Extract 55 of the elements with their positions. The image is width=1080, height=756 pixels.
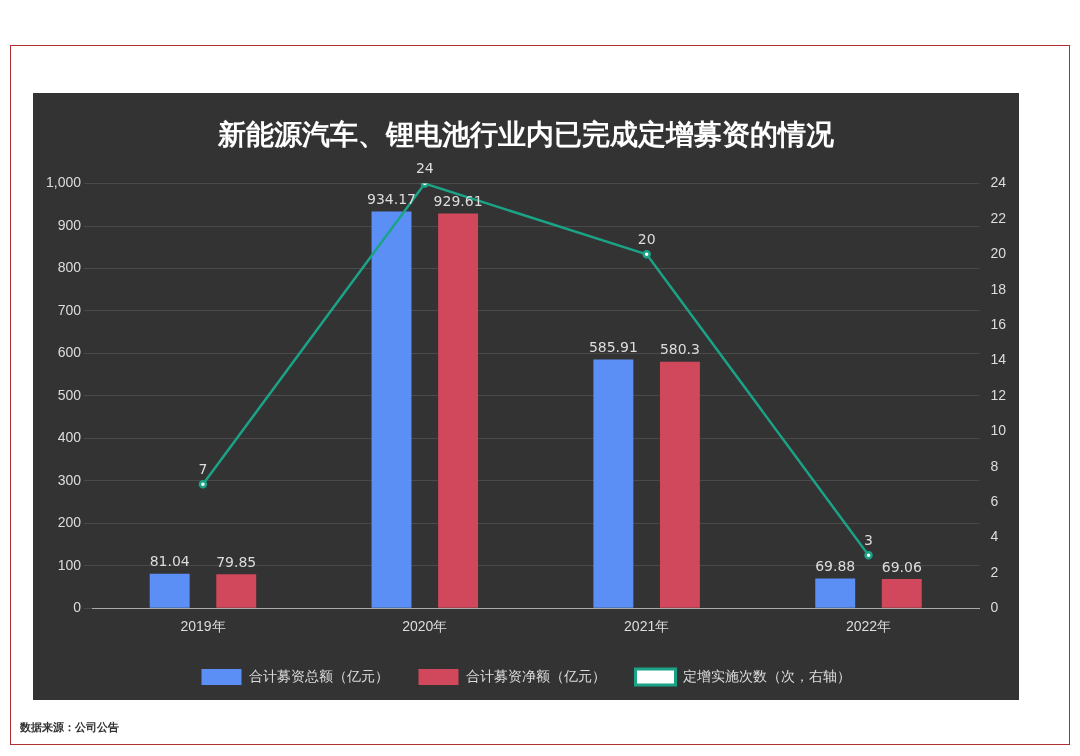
data-label: 79.85 xyxy=(216,553,257,570)
data-label: 7 xyxy=(198,461,208,477)
y2-tick-label: 6 xyxy=(990,492,999,509)
y2-tick-label: 12 xyxy=(990,386,1007,403)
point xyxy=(864,550,873,560)
bar xyxy=(216,574,257,608)
data-label: 81.04 xyxy=(149,553,190,570)
x-tick-label: 2020年 xyxy=(402,618,448,635)
y-tick-label: 700 xyxy=(57,301,82,318)
legend-label: 合计募资净额（亿元） xyxy=(465,667,606,684)
y-tick-label: 800 xyxy=(57,259,82,276)
data-label: 69.88 xyxy=(815,558,856,575)
bar xyxy=(659,361,700,608)
y2-tick-label: 16 xyxy=(990,315,1007,332)
point xyxy=(642,250,651,259)
data-label: 24 xyxy=(415,160,434,177)
y-tick-label: 300 xyxy=(57,471,82,488)
x-tick-label: 2022年 xyxy=(845,618,892,635)
y-tick-label: 900 xyxy=(57,216,82,233)
data-label: 580.3 xyxy=(659,341,700,358)
chart-title: 新能源汽车、锂电池行业内已完成定增募资的情况 xyxy=(217,118,835,152)
bar xyxy=(881,578,922,608)
bar xyxy=(149,573,190,608)
y2-tick-label: 10 xyxy=(990,422,1007,439)
data-label: 3 xyxy=(864,531,873,548)
y2-tick-label: 2 xyxy=(990,563,999,580)
data-label: 585.91 xyxy=(588,339,638,356)
point xyxy=(198,480,208,489)
bar xyxy=(593,359,634,608)
y2-tick-label: 18 xyxy=(990,280,1007,297)
x-tick-label: 2021年 xyxy=(624,618,670,635)
y-tick-label: 1,000 xyxy=(45,174,82,191)
y2-tick-label: 4 xyxy=(990,528,999,545)
y-tick-label: 0 xyxy=(73,599,82,616)
y-tick-label: 200 xyxy=(57,514,82,531)
data-label: 20 xyxy=(637,231,656,248)
y-tick-label: 500 xyxy=(57,386,82,403)
source-note: 数据来源：公司公告 xyxy=(20,720,119,735)
bar xyxy=(438,213,479,608)
y2-tick-label: 8 xyxy=(990,457,999,474)
y-tick-label: 400 xyxy=(57,429,82,446)
bar xyxy=(371,211,412,608)
data-label: 929.61 xyxy=(433,193,483,210)
x-tick-label: 2019年 xyxy=(180,618,226,635)
y2-tick-label: 14 xyxy=(990,351,1007,368)
y-tick-label: 600 xyxy=(57,344,82,361)
legend-label: 合计募资总额（亿元） xyxy=(248,667,389,684)
legend-label: 定增实施次数（次，右轴） xyxy=(682,667,851,684)
bar xyxy=(815,578,856,608)
y2-tick-label: 0 xyxy=(990,599,999,616)
y2-tick-label: 24 xyxy=(990,174,1007,191)
data-label: 69.06 xyxy=(881,558,922,575)
y2-tick-label: 20 xyxy=(990,245,1007,262)
y2-tick-label: 22 xyxy=(990,209,1007,226)
y-tick-label: 100 xyxy=(57,556,82,573)
